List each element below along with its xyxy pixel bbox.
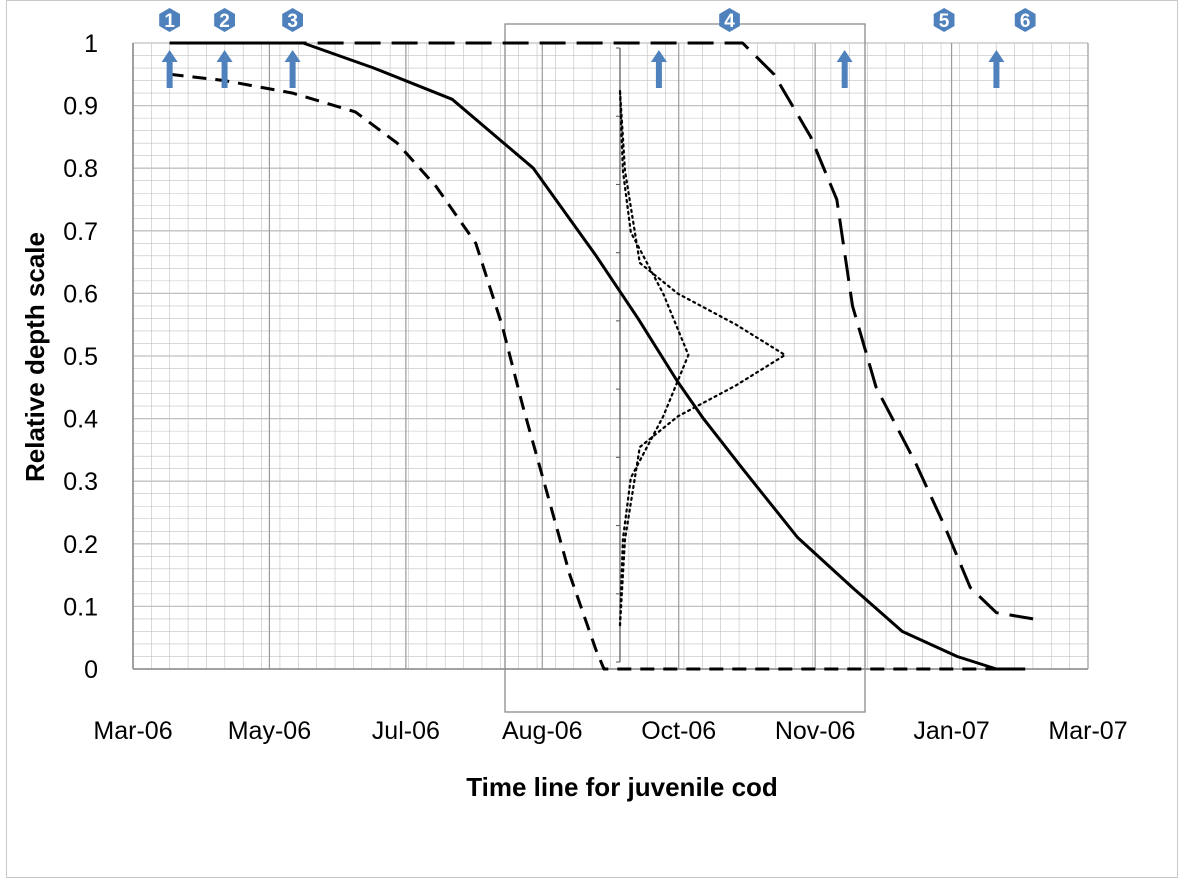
inset bbox=[504, 23, 866, 713]
x-tick-label: May-06 bbox=[228, 717, 311, 745]
y-tick-label: 0.2 bbox=[63, 531, 98, 559]
inset-curve bbox=[618, 89, 690, 627]
arrow-shaft bbox=[166, 60, 173, 88]
marker-badge bbox=[719, 8, 740, 32]
y-tick-label: 0.6 bbox=[63, 280, 98, 308]
marker-label: 1 bbox=[164, 11, 175, 32]
marker-badge bbox=[214, 8, 235, 32]
y-tick-label: 0.1 bbox=[63, 593, 98, 621]
series-line bbox=[169, 41, 1026, 671]
markers: 1 2 3 4 5 6 bbox=[159, 8, 1036, 88]
y-tick-label: 1 bbox=[84, 30, 98, 58]
x-tick-label: Jul-06 bbox=[372, 717, 440, 745]
y-axis-label: Relative depth scale bbox=[20, 232, 50, 482]
inset-box bbox=[504, 23, 866, 713]
arrow-shaft bbox=[289, 60, 296, 88]
x-tick-label: Oct-06 bbox=[641, 717, 716, 745]
marker-label: 4 bbox=[724, 11, 735, 32]
series-line bbox=[169, 72, 1026, 671]
arrow-shaft bbox=[841, 60, 848, 88]
y-tick-label: 0.9 bbox=[63, 93, 98, 121]
arrow-head bbox=[988, 50, 1005, 62]
series-line bbox=[169, 41, 1034, 621]
grid bbox=[132, 42, 1089, 670]
marker-badge bbox=[282, 8, 303, 32]
y-tick-label: 0.8 bbox=[63, 155, 98, 183]
x-tick-label: Mar-06 bbox=[93, 717, 172, 745]
x-tick-label: Mar-07 bbox=[1048, 717, 1127, 745]
y-tick-label: 0.4 bbox=[63, 406, 98, 434]
arrow-head bbox=[284, 50, 301, 62]
arrow-head bbox=[650, 50, 667, 62]
y-tick-label: 0.5 bbox=[63, 343, 98, 371]
ticks: 0 0.1 0.2 0.3 0.4 0.5 0.6 0.7 0.8 0.9 1 Mar-06 May-0… bbox=[63, 30, 1127, 745]
y-tick-label: 0.7 bbox=[63, 218, 98, 246]
x-tick-label: Aug-06 bbox=[502, 717, 583, 745]
arrow-head bbox=[216, 50, 233, 62]
y-tick-label: 0.3 bbox=[63, 468, 98, 496]
marker-label: 2 bbox=[219, 11, 230, 32]
marker-badge bbox=[1014, 8, 1036, 32]
x-tick-label: Jan-07 bbox=[913, 717, 989, 745]
marker-badge bbox=[933, 8, 955, 32]
arrow-shaft bbox=[655, 60, 662, 88]
x-tick-label: Nov-06 bbox=[775, 717, 856, 745]
x-axis-label: Time line for juvenile cod bbox=[466, 772, 778, 802]
arrow-shaft bbox=[993, 60, 1000, 88]
chart-frame bbox=[6, 0, 1178, 878]
series-group bbox=[169, 41, 1034, 671]
marker-badge bbox=[159, 8, 180, 32]
arrow-shaft bbox=[221, 60, 228, 88]
marker-label: 6 bbox=[1020, 11, 1031, 32]
marker-label: 5 bbox=[939, 11, 950, 32]
marker-label: 3 bbox=[287, 11, 298, 32]
y-tick-label: 0 bbox=[84, 656, 98, 684]
arrow-head bbox=[836, 50, 853, 62]
arrow-head bbox=[161, 50, 178, 62]
